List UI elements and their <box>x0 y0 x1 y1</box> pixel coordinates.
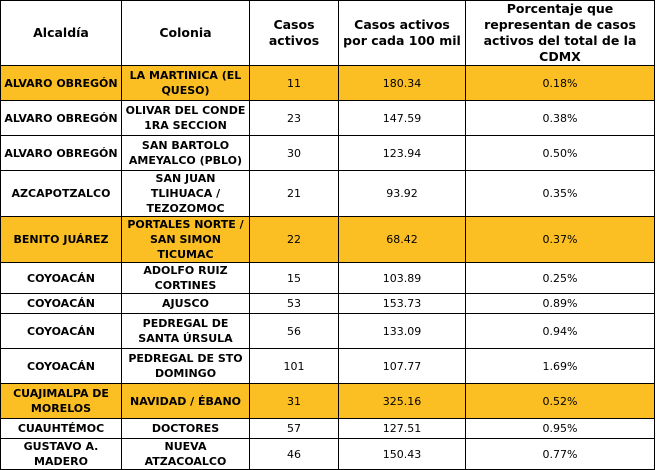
cell-colonia: ADOLFO RUIZ CORTINES <box>121 262 250 294</box>
cell-alcaldia: COYOACÁN <box>0 348 122 384</box>
cell-porcentaje: 1.69% <box>465 348 655 384</box>
cell-alcaldia: BENITO JUÁREZ <box>0 216 122 263</box>
cell-colonia: NAVIDAD / ÉBANO <box>121 383 250 419</box>
cell-por100mil: 150.43 <box>338 438 466 470</box>
table-row: COYOACÁN PEDREGAL DE STO DOMINGO 101 107… <box>0 348 655 384</box>
header-porcentaje: Porcentaje que representan de casos acti… <box>465 0 655 66</box>
cell-colonia: PEDREGAL DE STO DOMINGO <box>121 348 250 384</box>
table-row: COYOACÁN PEDREGAL DE SANTA ÚRSULA 56 133… <box>0 313 655 349</box>
cell-porcentaje: 0.50% <box>465 135 655 171</box>
cell-alcaldia: ALVARO OBREGÓN <box>0 100 122 136</box>
table-row: COYOACÁN ADOLFO RUIZ CORTINES 15 103.89 … <box>0 262 655 294</box>
cell-colonia: LA MARTINICA (EL QUESO) <box>121 65 250 101</box>
cell-por100mil: 68.42 <box>338 216 466 263</box>
cell-colonia: AJUSCO <box>121 293 250 314</box>
header-alcaldia: Alcaldía <box>0 0 122 66</box>
cell-colonia: OLIVAR DEL CONDE 1RA SECCION <box>121 100 250 136</box>
header-casos-activos: Casos activos <box>249 0 339 66</box>
cell-alcaldia: AZCAPOTZALCO <box>0 170 122 217</box>
cell-casos: 57 <box>249 418 339 439</box>
cell-alcaldia: ALVARO OBREGÓN <box>0 65 122 101</box>
cell-colonia: PORTALES NORTE / SAN SIMON TICUMAC <box>121 216 250 263</box>
cell-colonia: DOCTORES <box>121 418 250 439</box>
table-row: BENITO JUÁREZ PORTALES NORTE / SAN SIMON… <box>0 216 655 263</box>
cell-por100mil: 325.16 <box>338 383 466 419</box>
cell-porcentaje: 0.77% <box>465 438 655 470</box>
cell-alcaldia: ALVARO OBREGÓN <box>0 135 122 171</box>
cell-casos: 46 <box>249 438 339 470</box>
cell-porcentaje: 0.89% <box>465 293 655 314</box>
table-row: CUAJIMALPA DE MORELOS NAVIDAD / ÉBANO 31… <box>0 383 655 419</box>
header-row: Alcaldía Colonia Casos activos Casos act… <box>0 0 655 66</box>
cell-alcaldia: GUSTAVO A. MADERO <box>0 438 122 470</box>
cell-por100mil: 133.09 <box>338 313 466 349</box>
table-row: ALVARO OBREGÓN SAN BARTOLO AMEYALCO (PBL… <box>0 135 655 171</box>
cell-porcentaje: 0.37% <box>465 216 655 263</box>
cell-colonia: SAN JUAN TLIHUACA / TEZOZOMOC <box>121 170 250 217</box>
cell-porcentaje: 0.95% <box>465 418 655 439</box>
cell-casos: 30 <box>249 135 339 171</box>
cell-por100mil: 123.94 <box>338 135 466 171</box>
table-row: GUSTAVO A. MADERO NUEVA ATZACOALCO 46 15… <box>0 438 655 470</box>
cell-porcentaje: 0.35% <box>465 170 655 217</box>
cell-casos: 22 <box>249 216 339 263</box>
cell-casos: 15 <box>249 262 339 294</box>
cell-colonia: NUEVA ATZACOALCO <box>121 438 250 470</box>
table-row: ALVARO OBREGÓN LA MARTINICA (EL QUESO) 1… <box>0 65 655 101</box>
cell-por100mil: 93.92 <box>338 170 466 217</box>
cell-casos: 11 <box>249 65 339 101</box>
cell-por100mil: 107.77 <box>338 348 466 384</box>
table-row: ALVARO OBREGÓN OLIVAR DEL CONDE 1RA SECC… <box>0 100 655 136</box>
cell-por100mil: 180.34 <box>338 65 466 101</box>
cell-alcaldia: COYOACÁN <box>0 313 122 349</box>
cell-alcaldia: COYOACÁN <box>0 262 122 294</box>
cell-por100mil: 147.59 <box>338 100 466 136</box>
cell-casos: 23 <box>249 100 339 136</box>
header-colonia: Colonia <box>121 0 250 66</box>
cell-alcaldia: COYOACÁN <box>0 293 122 314</box>
cell-alcaldia: CUAUHTÉMOC <box>0 418 122 439</box>
cell-casos: 56 <box>249 313 339 349</box>
cell-colonia: SAN BARTOLO AMEYALCO (PBLO) <box>121 135 250 171</box>
cell-por100mil: 103.89 <box>338 262 466 294</box>
cell-porcentaje: 0.38% <box>465 100 655 136</box>
cell-alcaldia: CUAJIMALPA DE MORELOS <box>0 383 122 419</box>
table-row: AZCAPOTZALCO SAN JUAN TLIHUACA / TEZOZOM… <box>0 170 655 217</box>
cell-por100mil: 127.51 <box>338 418 466 439</box>
cell-porcentaje: 0.94% <box>465 313 655 349</box>
table-row: COYOACÁN AJUSCO 53 153.73 0.89% <box>0 293 655 314</box>
cell-porcentaje: 0.52% <box>465 383 655 419</box>
cell-colonia: PEDREGAL DE SANTA ÚRSULA <box>121 313 250 349</box>
header-casos-por-100-mil: Casos activos por cada 100 mil <box>338 0 466 66</box>
cell-porcentaje: 0.25% <box>465 262 655 294</box>
cell-casos: 101 <box>249 348 339 384</box>
cell-casos: 21 <box>249 170 339 217</box>
table-row: CUAUHTÉMOC DOCTORES 57 127.51 0.95% <box>0 418 655 439</box>
cell-por100mil: 153.73 <box>338 293 466 314</box>
cell-porcentaje: 0.18% <box>465 65 655 101</box>
cell-casos: 53 <box>249 293 339 314</box>
cell-casos: 31 <box>249 383 339 419</box>
